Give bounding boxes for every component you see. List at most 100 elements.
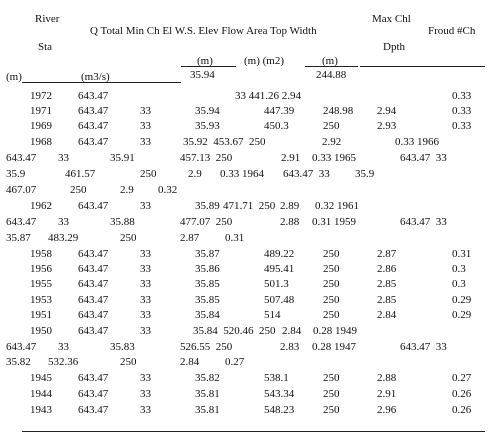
table-cell: 643.47 bbox=[78, 200, 109, 212]
table-cell: 0.33 bbox=[452, 90, 472, 102]
table-cell: 643.47 bbox=[6, 341, 37, 353]
table-cell: 532.36 bbox=[48, 356, 79, 368]
table-cell: 33 bbox=[140, 263, 151, 275]
table-cell: 0.27 bbox=[452, 372, 472, 384]
table-cell: 543.34 bbox=[264, 388, 295, 400]
table-cell: 250 bbox=[323, 120, 340, 132]
table-cell: 643.47 bbox=[78, 136, 109, 148]
table-cell: 467.07 bbox=[6, 184, 37, 196]
table-cell: 447.39 bbox=[264, 105, 295, 117]
table-cell: 0.26 bbox=[452, 404, 472, 416]
table-cell: 538.1 bbox=[264, 372, 289, 384]
table-cell: 643.47 bbox=[78, 90, 109, 102]
table-cell: 0.28 1949 bbox=[313, 325, 357, 337]
table-cell: 643.47 bbox=[78, 372, 109, 384]
table-cell: 0.33 1965 bbox=[312, 152, 356, 164]
table-cell: 250 bbox=[323, 278, 340, 290]
table-cell: 250 bbox=[323, 294, 340, 306]
table-cell: 0.32 bbox=[158, 184, 178, 196]
table-cell: 35.82 bbox=[195, 372, 220, 384]
table-cell: 35.84 bbox=[195, 309, 220, 321]
table-cell: 0.33 bbox=[452, 105, 472, 117]
unit-m3s: (m3/s) bbox=[81, 71, 110, 83]
table-cell: 471.71 250 bbox=[223, 200, 276, 212]
table-cell: 2.89 bbox=[280, 200, 300, 212]
table-cell: 250 bbox=[323, 372, 340, 384]
table-cell: 1944 bbox=[30, 388, 52, 400]
table-cell: 35.85 bbox=[195, 294, 220, 306]
table-cell: 33 bbox=[140, 404, 151, 416]
table-cell: 1945 bbox=[30, 372, 52, 384]
table-cell: 35.81 bbox=[195, 388, 220, 400]
table-cell: 2.87 bbox=[180, 232, 200, 244]
table-cell: 2.84 bbox=[282, 325, 302, 337]
header-columns: Q Total Min Ch El W.S. Elev Flow Area To… bbox=[90, 25, 317, 37]
table-cell: 35.9 bbox=[6, 168, 26, 180]
table-cell: 1951 bbox=[30, 309, 52, 321]
table-cell: 33 bbox=[58, 341, 69, 353]
table-cell: 250 bbox=[323, 388, 340, 400]
table-cell: 0.28 1947 bbox=[312, 341, 356, 353]
table-cell: 0.26 bbox=[452, 388, 472, 400]
table-cell: 33 bbox=[140, 388, 151, 400]
table-cell: 33 bbox=[140, 105, 151, 117]
table-cell: 2.94 bbox=[377, 105, 397, 117]
table-cell: 35.89 bbox=[195, 200, 220, 212]
table-cell: 2.96 bbox=[377, 404, 397, 416]
header-froude: Froud #Ch bbox=[428, 25, 476, 37]
table-cell: 1971 bbox=[30, 105, 52, 117]
table-cell: 526.55 250 bbox=[180, 341, 233, 353]
table-cell: 33 bbox=[140, 278, 151, 290]
table-cell: 483.29 bbox=[48, 232, 79, 244]
table-cell: 2.88 bbox=[377, 372, 397, 384]
table-cell: 1956 bbox=[30, 263, 52, 275]
table-cell: 35.86 bbox=[195, 263, 220, 275]
unit-m-left: (m) bbox=[6, 71, 22, 83]
table-cell: 35.85 bbox=[195, 278, 220, 290]
table-cell: 33 bbox=[140, 248, 151, 260]
table-cell: 643.47 bbox=[78, 105, 109, 117]
table-cell: 35.87 bbox=[195, 248, 220, 260]
table-cell: 2.84 bbox=[180, 356, 200, 368]
table-cell: 0.29 bbox=[452, 294, 472, 306]
table-cell: 35.94 bbox=[195, 105, 220, 117]
table-cell: 643.47 bbox=[78, 325, 109, 337]
table-cell: 0.32 1961 bbox=[315, 200, 359, 212]
table-cell: 1962 bbox=[30, 200, 52, 212]
table-cell: 643.47 bbox=[78, 404, 109, 416]
table-cell: 643.47 bbox=[78, 388, 109, 400]
table-cell: 1943 bbox=[30, 404, 52, 416]
table-cell: 1958 bbox=[30, 248, 52, 260]
table-cell: 0.29 bbox=[452, 309, 472, 321]
table-cell: 643.47 bbox=[78, 248, 109, 260]
table-cell: 2.88 bbox=[280, 216, 300, 228]
table-cell: 2.87 bbox=[377, 248, 397, 260]
table-cell: 35.82 bbox=[6, 356, 31, 368]
table-cell: 33 bbox=[140, 136, 151, 148]
header-dpth: Dpth bbox=[383, 41, 405, 53]
table-cell: 33 bbox=[58, 152, 69, 164]
header-sta: Sta bbox=[38, 41, 53, 53]
table-cell: 250 bbox=[323, 248, 340, 260]
table-cell: 643.47 bbox=[78, 294, 109, 306]
table-cell: 33 bbox=[58, 216, 69, 228]
table-cell: 643.47 bbox=[78, 120, 109, 132]
table-cell: 250 bbox=[120, 232, 137, 244]
unit-underline-1 bbox=[181, 66, 236, 67]
table-cell: 489.22 bbox=[264, 248, 295, 260]
table-cell: 35.9 bbox=[355, 168, 375, 180]
table-cell: 0.33 1964 bbox=[220, 168, 264, 180]
table-cell: 2.85 bbox=[377, 278, 397, 290]
table-cell: 35.81 bbox=[195, 404, 220, 416]
table-cell: 33 bbox=[140, 309, 151, 321]
table-cell: 643.47 bbox=[6, 216, 37, 228]
table-cell: 35.92 453.67 250 bbox=[183, 136, 266, 148]
table-cell: 495.41 bbox=[264, 263, 295, 275]
table-cell: 2.91 bbox=[281, 152, 301, 164]
table-cell: 250 bbox=[323, 263, 340, 275]
table-cell: 2.93 bbox=[377, 120, 397, 132]
table-cell: 507.48 bbox=[264, 294, 295, 306]
table-cell: 0.31 bbox=[225, 232, 245, 244]
table-cell: 2.9 bbox=[188, 168, 202, 180]
table-cell: 2.9 bbox=[120, 184, 134, 196]
